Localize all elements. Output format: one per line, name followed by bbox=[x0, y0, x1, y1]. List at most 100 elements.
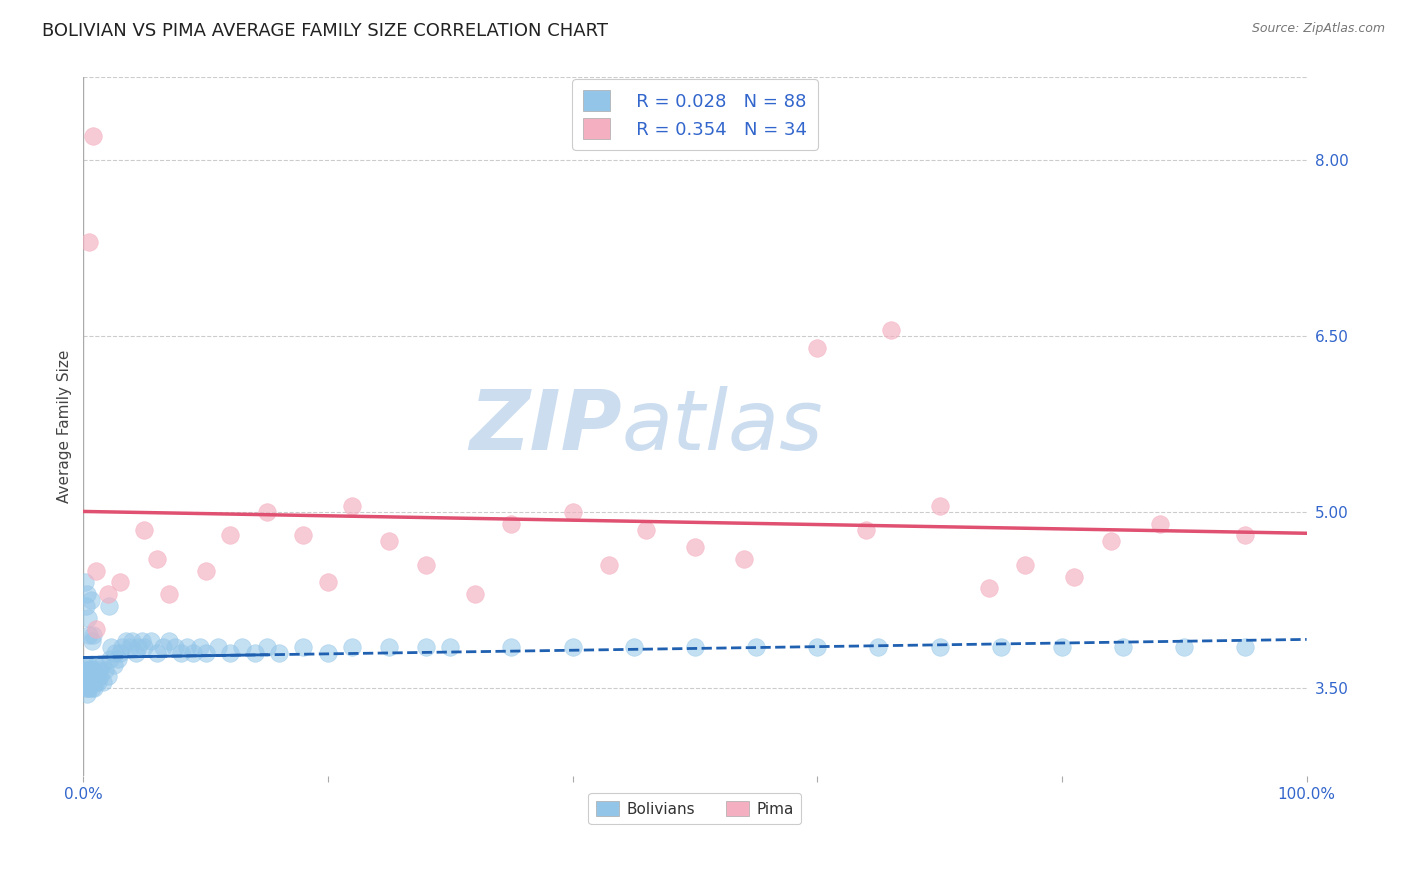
Point bbox=[561, 640, 583, 654]
Point bbox=[118, 640, 141, 654]
Text: Source: ZipAtlas.com: Source: ZipAtlas.com bbox=[1251, 22, 1385, 36]
Point bbox=[292, 640, 315, 654]
Text: ZIP: ZIP bbox=[470, 386, 621, 467]
Point bbox=[219, 528, 242, 542]
Point bbox=[82, 129, 104, 144]
Point bbox=[163, 640, 186, 654]
Point bbox=[98, 651, 121, 665]
Point bbox=[194, 646, 217, 660]
Point bbox=[1173, 640, 1195, 654]
Point bbox=[77, 681, 100, 695]
Point bbox=[176, 640, 198, 654]
Point bbox=[292, 528, 315, 542]
Point bbox=[194, 564, 217, 578]
Point bbox=[378, 534, 401, 549]
Point bbox=[188, 640, 211, 654]
Point bbox=[316, 575, 339, 590]
Point bbox=[415, 558, 437, 572]
Point bbox=[127, 640, 149, 654]
Point bbox=[267, 646, 290, 660]
Point bbox=[879, 323, 901, 337]
Point bbox=[1014, 558, 1036, 572]
Point bbox=[145, 552, 167, 566]
Point bbox=[79, 664, 101, 678]
Point bbox=[89, 669, 111, 683]
Point bbox=[745, 640, 768, 654]
Point bbox=[79, 593, 101, 607]
Point bbox=[76, 675, 98, 690]
Point bbox=[1234, 528, 1257, 542]
Point bbox=[82, 675, 104, 690]
Point bbox=[79, 681, 101, 695]
Point bbox=[75, 681, 97, 695]
Point bbox=[84, 657, 107, 672]
Point bbox=[84, 564, 107, 578]
Point bbox=[115, 634, 138, 648]
Point bbox=[134, 640, 156, 654]
Point bbox=[806, 341, 828, 355]
Point bbox=[103, 657, 125, 672]
Point bbox=[733, 552, 755, 566]
Point bbox=[75, 657, 97, 672]
Point bbox=[104, 646, 127, 660]
Point bbox=[501, 640, 523, 654]
Point bbox=[80, 634, 103, 648]
Point bbox=[75, 664, 97, 678]
Point bbox=[634, 523, 657, 537]
Point bbox=[73, 669, 96, 683]
Point bbox=[131, 634, 153, 648]
Point bbox=[89, 664, 111, 678]
Point bbox=[97, 669, 120, 683]
Point bbox=[79, 675, 101, 690]
Point bbox=[207, 640, 229, 654]
Point bbox=[100, 640, 122, 654]
Point bbox=[623, 640, 645, 654]
Point bbox=[1063, 569, 1085, 583]
Point bbox=[415, 640, 437, 654]
Point bbox=[79, 669, 101, 683]
Point bbox=[439, 640, 461, 654]
Point bbox=[84, 675, 107, 690]
Point bbox=[108, 575, 131, 590]
Point bbox=[94, 664, 117, 678]
Point bbox=[80, 664, 103, 678]
Point bbox=[121, 634, 143, 648]
Point bbox=[928, 499, 950, 513]
Y-axis label: Average Family Size: Average Family Size bbox=[58, 351, 72, 503]
Point bbox=[76, 664, 98, 678]
Point bbox=[1050, 640, 1073, 654]
Text: BOLIVIAN VS PIMA AVERAGE FAMILY SIZE CORRELATION CHART: BOLIVIAN VS PIMA AVERAGE FAMILY SIZE COR… bbox=[42, 22, 609, 40]
Point bbox=[79, 657, 101, 672]
Point bbox=[90, 657, 112, 672]
Point bbox=[86, 669, 108, 683]
Point bbox=[231, 640, 253, 654]
Point bbox=[76, 687, 98, 701]
Point bbox=[1112, 640, 1135, 654]
Point bbox=[82, 664, 104, 678]
Point bbox=[1149, 516, 1171, 531]
Point bbox=[928, 640, 950, 654]
Point bbox=[683, 540, 706, 554]
Point bbox=[183, 646, 205, 660]
Point bbox=[80, 681, 103, 695]
Point bbox=[83, 681, 105, 695]
Point bbox=[1234, 640, 1257, 654]
Point bbox=[561, 505, 583, 519]
Point bbox=[77, 610, 100, 624]
Point bbox=[139, 634, 162, 648]
Point bbox=[75, 599, 97, 613]
Point bbox=[83, 669, 105, 683]
Point bbox=[598, 558, 620, 572]
Point bbox=[243, 646, 266, 660]
Point bbox=[868, 640, 890, 654]
Point bbox=[170, 646, 193, 660]
Point bbox=[806, 640, 828, 654]
Point bbox=[97, 587, 120, 601]
Point bbox=[98, 599, 121, 613]
Point bbox=[501, 516, 523, 531]
Point bbox=[111, 640, 134, 654]
Point bbox=[977, 582, 1000, 596]
Point bbox=[84, 623, 107, 637]
Point bbox=[855, 523, 877, 537]
Point bbox=[82, 628, 104, 642]
